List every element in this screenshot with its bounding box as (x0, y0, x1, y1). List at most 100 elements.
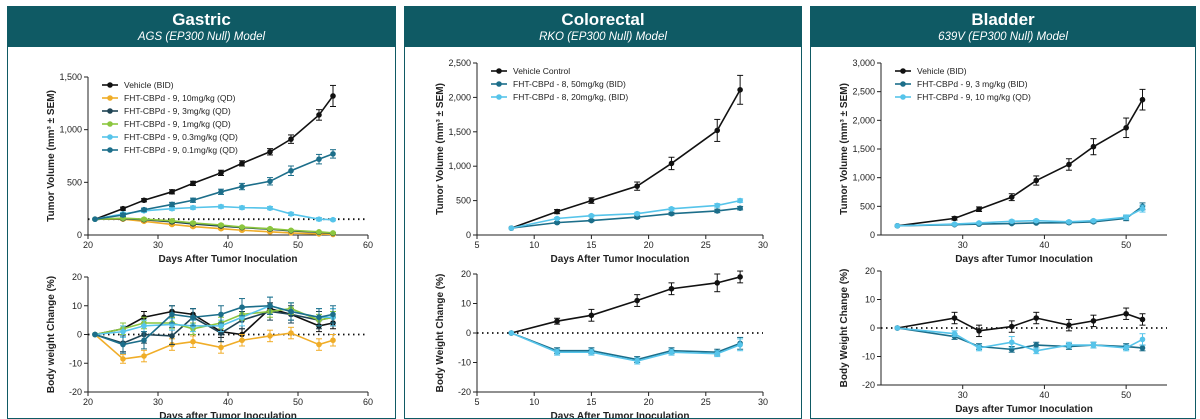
data-point (737, 274, 743, 280)
data-point (288, 227, 294, 234)
data-point (141, 197, 147, 204)
x-tick-label: 30 (758, 240, 768, 250)
y-tick-label: 1,500 (448, 127, 471, 137)
x-tick-label: 30 (153, 240, 163, 250)
data-point (1066, 342, 1072, 348)
data-point (239, 304, 245, 310)
data-point (169, 201, 175, 208)
legend-label: FHT-CBPd - 9, 10mg/kg (QD) (124, 93, 236, 103)
panel-gastric: Gastric AGS (EP300 Null) Model 0 500 1,000… (7, 6, 396, 419)
legend-entry: FHT-CBPd - 9, 10 mg/kg (QD) (895, 92, 1031, 102)
x-axis-title: Days After Tumor Inoculation (551, 411, 690, 419)
x-tick-label: 15 (586, 240, 596, 250)
x-axis-title: Days after Tumor Inoculation (955, 254, 1093, 265)
x-tick-label: 40 (223, 240, 233, 250)
x-tick-label: 10 (529, 397, 539, 407)
legend-entry: FHT-CBPd - 9, 3 mg/kg (BID) (895, 79, 1028, 89)
data-point (714, 350, 721, 357)
panel-header: Gastric AGS (EP300 Null) Model (8, 7, 395, 47)
data-point (316, 112, 322, 118)
data-point (737, 87, 743, 93)
y-tick-label: 2,000 (852, 115, 875, 125)
x-tick-label: 20 (644, 240, 654, 250)
data-point (190, 180, 196, 187)
data-point (668, 285, 675, 292)
data-point (1123, 214, 1129, 221)
y-tick-label: -20 (69, 387, 82, 397)
data-point (588, 217, 595, 224)
legend-entry: FHT-CBPd - 8, 50mg/kg (BID) (491, 79, 626, 89)
panel-header: Bladder 639V (EP300 Null) Model (811, 7, 1195, 47)
legend-label: Vehicle (BID) (124, 80, 174, 90)
data-point (668, 206, 675, 212)
data-point (1033, 177, 1040, 184)
legend-label: FHT-CBPd - 9, 0.1mg/kg (QD) (124, 145, 238, 155)
x-tick-label: 25 (701, 240, 711, 250)
data-point (239, 337, 245, 344)
y-tick-label: 0 (77, 230, 82, 240)
legend-marker (107, 108, 113, 114)
data-point (1139, 205, 1146, 212)
data-point (1139, 345, 1146, 351)
data-point (951, 330, 958, 337)
data-point (634, 358, 640, 364)
y-tick-label: -20 (862, 380, 875, 390)
legend-marker (107, 95, 113, 101)
x-tick-label: 60 (363, 397, 373, 407)
y-tick-label: 1,000 (448, 161, 471, 171)
x-tick-label: 50 (1121, 390, 1131, 400)
data-point (218, 222, 224, 228)
x-tick-label: 40 (1039, 390, 1049, 400)
data-point (120, 356, 126, 362)
series (92, 296, 336, 354)
data-point (588, 212, 595, 219)
y-tick-label: 2,500 (852, 87, 875, 97)
data-point (1090, 342, 1097, 348)
data-point (239, 160, 245, 167)
data-point (218, 323, 224, 329)
data-point (1139, 96, 1146, 103)
x-tick-label: 30 (758, 397, 768, 407)
legend-marker (900, 94, 906, 100)
y-axis-title: Tumor Volume (mm³ ± SEM) (435, 83, 446, 215)
data-point (951, 221, 958, 227)
legend-marker (107, 121, 113, 127)
data-point (316, 216, 322, 222)
series (92, 84, 336, 222)
legend-entry: Vehicle (BID) (895, 66, 967, 76)
legend-marker (900, 68, 906, 74)
legend-entry: FHT-CBPd - 8, 20mg/kg, (BID) (491, 92, 628, 102)
data-point (1008, 339, 1015, 346)
y-tick-label: 0 (870, 323, 875, 333)
x-tick-label: 30 (958, 390, 968, 400)
tumor-volume-chart: 0 500 1,000 1,500 2,000 2,500 5 10 15 20 25 30 Days … (435, 58, 768, 265)
panel-colorectal: Colorectal RKO (EP300 Null) Model 0 500 1,… (404, 6, 802, 419)
data-point (267, 302, 273, 309)
data-point (288, 136, 294, 142)
data-point (330, 93, 336, 99)
x-tick-label: 50 (1121, 240, 1131, 250)
data-point (330, 216, 336, 223)
y-axis-title: Body Weight Change (%) (839, 269, 850, 388)
y-tick-label: 10 (461, 299, 471, 309)
y-tick-label: 0 (77, 330, 82, 340)
data-point (169, 189, 175, 195)
panel-header: Colorectal RKO (EP300 Null) Model (405, 7, 801, 47)
series (508, 270, 744, 336)
data-point (1033, 348, 1040, 354)
data-point (1008, 323, 1015, 330)
data-point (714, 208, 721, 214)
data-point (1090, 217, 1097, 224)
panel-title: Gastric (172, 10, 231, 29)
data-point (267, 333, 273, 339)
y-tick-label: 2,000 (448, 92, 471, 102)
data-point (951, 215, 958, 222)
data-point (714, 202, 721, 209)
legend-entry: FHT-CBPd - 9, 1mg/kg (QD) (102, 119, 231, 129)
series (894, 204, 1146, 229)
series-line (511, 332, 741, 361)
data-point (267, 205, 273, 211)
x-tick-label: 40 (223, 397, 233, 407)
x-tick-label: 20 (644, 397, 654, 407)
legend-marker (107, 147, 113, 153)
